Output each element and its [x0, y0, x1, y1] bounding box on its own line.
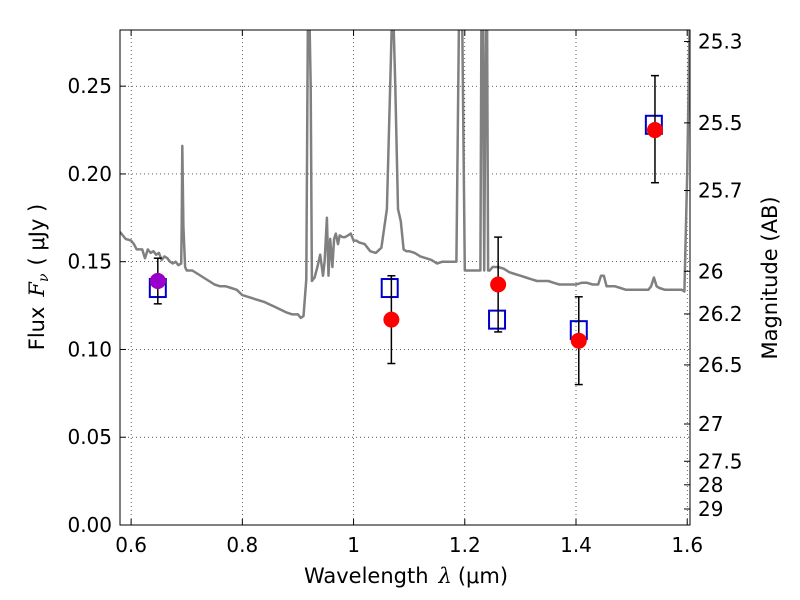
y2-tick-label: 26 [698, 259, 723, 283]
y-tick-label: 0.15 [67, 250, 112, 274]
spectrum-line [120, 30, 690, 320]
y2-tick-label: 29 [698, 497, 723, 521]
model-spectrum [120, 30, 690, 320]
y-tick-label: 0.10 [67, 337, 112, 361]
x-tick-label: 0.8 [226, 533, 258, 557]
y2-tick-label: 25.5 [698, 111, 743, 135]
x-axis-label: Wavelength λ (μm) [304, 564, 508, 588]
axis-ticks: 0.6 0.8 1 1.2 1.4 1.6 0.00 0.05 0.10 0.15 0.20 0.25… [67, 30, 742, 557]
data-points [148, 74, 663, 386]
y2-tick-label: 27 [698, 412, 723, 436]
y2-tick-label: 26.2 [698, 302, 743, 326]
y2-tick-label: 28 [698, 473, 723, 497]
model-photometry-square [488, 309, 507, 330]
x-tick-label: 1.2 [449, 533, 481, 557]
observed-flux-point [383, 311, 400, 328]
model-photometry-square [380, 278, 399, 299]
y2-axis-label: Magnitude (AB) [758, 196, 782, 359]
x-tick-label: 1.4 [560, 533, 592, 557]
x-tick-label: 0.6 [115, 533, 147, 557]
y2-tick-label: 26.5 [698, 353, 743, 377]
observed-flux-point [646, 122, 663, 139]
highlighted-flux-point [149, 273, 166, 290]
plot-frame [119, 29, 691, 526]
y-tick-label: 0.20 [67, 162, 112, 186]
observed-flux-point [490, 276, 507, 293]
y-axis-label: FluxFν( μJy ) [25, 204, 52, 350]
y-tick-label: 0.25 [67, 74, 112, 98]
x-tick-label: 1 [347, 533, 360, 557]
observed-flux-point [570, 332, 587, 349]
x-tick-label: 1.6 [671, 533, 703, 557]
y-tick-label: 0.05 [67, 425, 112, 449]
y-tick-label: 0.00 [67, 513, 112, 537]
y2-tick-label: 25.3 [698, 30, 743, 54]
y2-tick-label: 25.7 [698, 179, 743, 203]
y2-tick-label: 27.5 [698, 449, 743, 473]
